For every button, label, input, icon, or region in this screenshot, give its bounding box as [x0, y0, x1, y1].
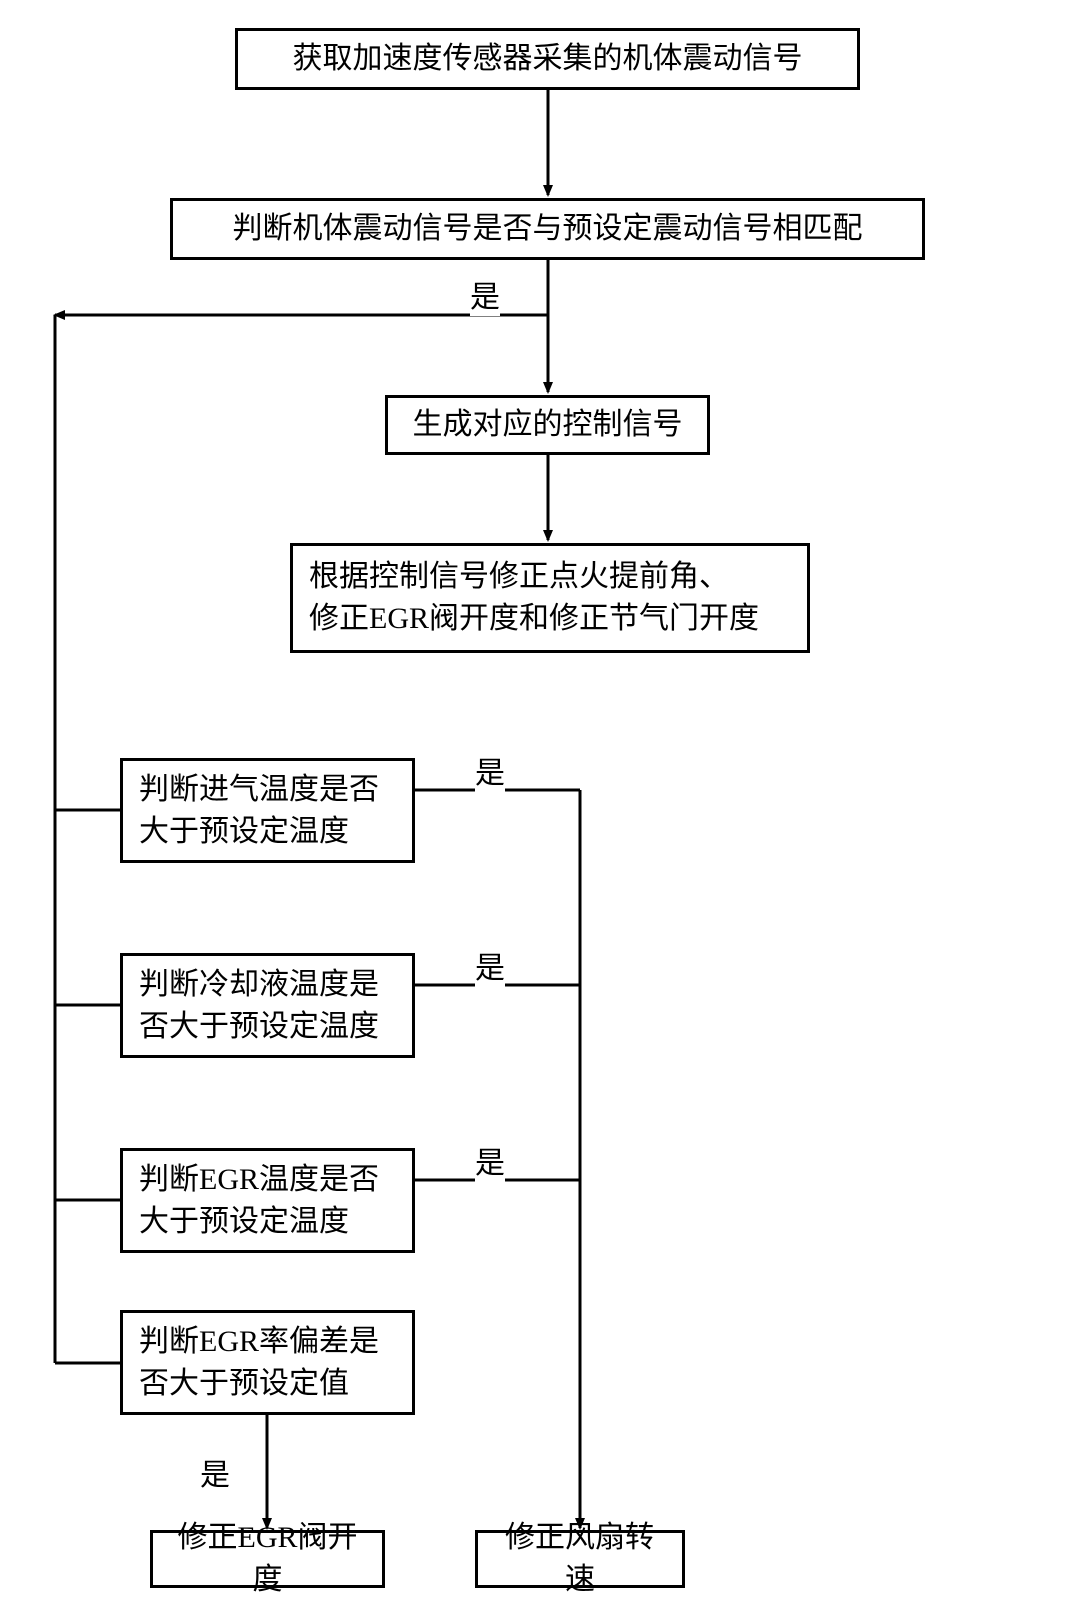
step-text-line2: 大于预设定温度: [139, 1201, 349, 1243]
step-text-line1: 根据控制信号修正点火提前角、: [309, 556, 729, 598]
step-text: 修正EGR阀开度: [169, 1517, 366, 1601]
yes-label: 是: [475, 943, 505, 987]
yes-label: 是: [475, 1138, 505, 1182]
flowchart-canvas: 获取加速度传感器采集的机体震动信号 判断机体震动信号是否与预设定震动信号相匹配 …: [0, 0, 1070, 1624]
step-judge-vibration-match: 判断机体震动信号是否与预设定震动信号相匹配: [170, 198, 925, 260]
yes-label: 是: [470, 272, 500, 316]
yes-label: 是: [200, 1450, 230, 1494]
step-text: 修正风扇转速: [494, 1517, 666, 1601]
step-judge-egr-temp: 判断EGR温度是否 大于预设定温度: [120, 1148, 415, 1253]
step-text-line1: 判断EGR率偏差是: [139, 1321, 379, 1363]
step-generate-control-signal: 生成对应的控制信号: [385, 395, 710, 455]
step-text: 判断机体震动信号是否与预设定震动信号相匹配: [233, 208, 863, 250]
step-text-line1: 判断冷却液温度是: [139, 964, 379, 1006]
step-text-line1: 判断EGR温度是否: [139, 1159, 379, 1201]
yes-label: 是: [475, 748, 505, 792]
step-judge-intake-temp: 判断进气温度是否 大于预设定温度: [120, 758, 415, 863]
step-text-line2: 大于预设定温度: [139, 811, 349, 853]
step-correct-parameters: 根据控制信号修正点火提前角、 修正EGR阀开度和修正节气门开度: [290, 543, 810, 653]
step-text-line2: 否大于预设定值: [139, 1363, 349, 1405]
step-judge-egr-rate-deviation: 判断EGR率偏差是 否大于预设定值: [120, 1310, 415, 1415]
step-correct-egr-valve: 修正EGR阀开度: [150, 1530, 385, 1588]
step-acquire-vibration: 获取加速度传感器采集的机体震动信号: [235, 28, 860, 90]
step-text: 获取加速度传感器采集的机体震动信号: [293, 38, 803, 80]
step-text-line2: 否大于预设定温度: [139, 1006, 379, 1048]
step-correct-fan-speed: 修正风扇转速: [475, 1530, 685, 1588]
step-judge-coolant-temp: 判断冷却液温度是 否大于预设定温度: [120, 953, 415, 1058]
step-text-line2: 修正EGR阀开度和修正节气门开度: [309, 598, 759, 640]
step-text-line1: 判断进气温度是否: [139, 769, 379, 811]
step-text: 生成对应的控制信号: [413, 404, 683, 446]
